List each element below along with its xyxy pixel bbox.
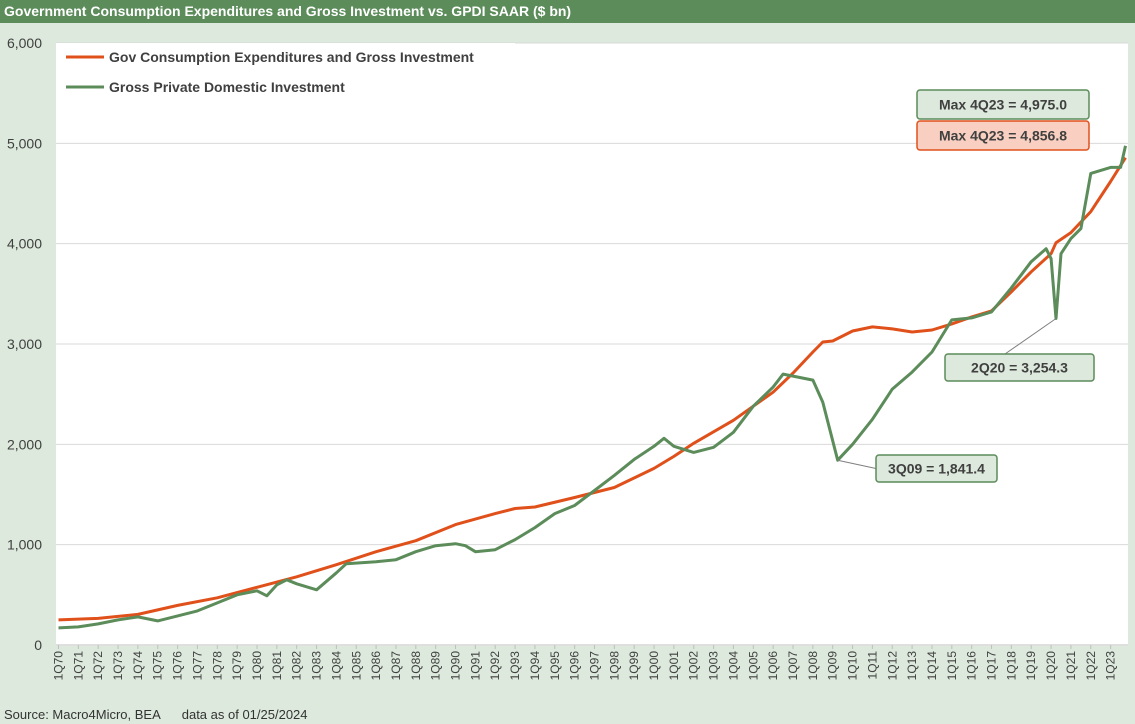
annotation-box — [916, 89, 1090, 120]
annotation-label: 2Q20 = 3,254.3 — [971, 360, 1068, 376]
x-tick-label: 1Q81 — [270, 651, 284, 681]
x-tick-label: 1Q08 — [806, 651, 820, 681]
x-tick-label: 1Q74 — [131, 651, 145, 681]
x-tick-label: 1Q72 — [91, 651, 105, 681]
x-tick-label: 1Q92 — [488, 651, 502, 681]
y-tick-label: 1,000 — [7, 537, 42, 553]
chart-footer: Source: Macro4Micro, BEA data as of 01/2… — [4, 707, 308, 722]
y-tick-label: 0 — [34, 637, 42, 653]
x-tick-label: 1Q71 — [71, 651, 85, 681]
x-tick-label: 1Q00 — [647, 651, 661, 681]
x-tick-label: 1Q16 — [965, 651, 979, 681]
x-tick-label: 1Q94 — [528, 651, 542, 681]
x-tick-label: 1Q14 — [925, 651, 939, 681]
x-tick-label: 1Q93 — [508, 651, 522, 681]
x-tick-label: 1Q22 — [1084, 651, 1098, 681]
x-tick-label: 1Q23 — [1104, 651, 1118, 681]
x-tick-label: 1Q88 — [409, 651, 423, 681]
y-axis-tick-labels: 0 1,000 2,000 3,000 4,000 5,000 6,000 — [7, 35, 42, 653]
y-tick-label: 6,000 — [7, 35, 42, 51]
series-lines — [58, 145, 1127, 630]
y-tick-label: 4,000 — [7, 236, 42, 252]
annotation-box — [916, 120, 1090, 151]
annotation-leader-line — [1004, 318, 1057, 355]
x-tick-label: 1Q18 — [1004, 651, 1018, 681]
x-tick-label: 1Q78 — [210, 651, 224, 681]
series-line-gpdi — [58, 145, 1127, 630]
x-tick-label: 1Q09 — [826, 651, 840, 681]
x-tick-label: 1Q19 — [1024, 651, 1038, 681]
x-tick-label: 1Q89 — [429, 651, 443, 681]
annotation-label: 3Q09 = 1,841.4 — [888, 461, 985, 477]
legend-label-gov: Gov Consumption Expenditures and Gross I… — [109, 49, 474, 65]
x-tick-label: 1Q04 — [726, 651, 740, 681]
x-tick-label: 1Q21 — [1064, 651, 1078, 681]
chart-title: Government Consumption Expenditures and … — [0, 0, 1135, 23]
annotation-label: Max 4Q23 = 4,975.0 — [939, 97, 1067, 113]
x-tick-label: 1Q70 — [51, 651, 65, 681]
annotation-callout: 3Q09 = 1,841.4 — [837, 454, 998, 483]
x-tick-label: 1Q87 — [389, 651, 403, 681]
annotation-box — [875, 454, 998, 483]
x-tick-label: 1Q73 — [111, 651, 125, 681]
x-tick-label: 1Q97 — [587, 651, 601, 681]
x-tick-label: 1Q12 — [885, 651, 899, 681]
x-tick-label: 1Q76 — [171, 651, 185, 681]
x-tick-label: 1Q98 — [607, 651, 621, 681]
legend: Gov Consumption Expenditures and Gross I… — [56, 43, 515, 102]
y-tick-label: 3,000 — [7, 336, 42, 352]
x-tick-label: 1Q07 — [786, 651, 800, 681]
x-tick-label: 1Q82 — [290, 651, 304, 681]
annotation-callout: Max 4Q23 = 4,856.8 — [916, 120, 1090, 151]
y-tick-label: 2,000 — [7, 436, 42, 452]
x-tick-label: 1Q99 — [627, 651, 641, 681]
x-tick-label: 1Q86 — [369, 651, 383, 681]
x-tick-label: 1Q80 — [250, 651, 264, 681]
source-note: Source: Macro4Micro, BEA — [4, 707, 161, 722]
y-tick-label: 5,000 — [7, 135, 42, 151]
x-tick-label: 1Q15 — [945, 651, 959, 681]
x-axis-tick-labels: 1Q70 1Q71 1Q72 1Q73 1Q74 1Q75 1Q76 1Q77 1Q78 1Q79… — [51, 645, 1118, 681]
x-tick-label: 1Q85 — [349, 651, 363, 681]
x-tick-label: 1Q79 — [230, 651, 244, 681]
x-tick-label: 1Q75 — [151, 651, 165, 681]
annotation-box — [944, 353, 1095, 382]
x-tick-label: 1Q77 — [190, 651, 204, 681]
x-tick-label: 1Q83 — [310, 651, 324, 681]
annotations: Max 4Q23 = 4,975.0 Max 4Q23 = 4,856.8 2Q20… — [837, 89, 1095, 483]
x-tick-label: 1Q91 — [468, 651, 482, 681]
x-tick-label: 1Q84 — [329, 651, 343, 681]
x-tick-label: 1Q03 — [707, 651, 721, 681]
x-tick-label: 1Q11 — [865, 651, 879, 680]
x-tick-label: 1Q10 — [846, 651, 860, 681]
data-as-of-note: data as of 01/25/2024 — [181, 707, 308, 722]
x-tick-label: 1Q01 — [667, 651, 681, 681]
x-tick-label: 1Q13 — [905, 651, 919, 681]
annotation-leader-line — [837, 459, 877, 469]
legend-background — [56, 43, 515, 102]
x-tick-label: 1Q20 — [1044, 651, 1058, 681]
x-tick-label: 1Q90 — [449, 651, 463, 681]
legend-label-gpdi: Gross Private Domestic Investment — [109, 79, 345, 95]
x-tick-label: 1Q02 — [687, 651, 701, 681]
line-chart: 0 1,000 2,000 3,000 4,000 5,000 6,000 1Q70 1Q71… — [7, 35, 1128, 681]
x-tick-label: 1Q17 — [985, 651, 999, 681]
x-tick-label: 1Q96 — [568, 651, 582, 681]
x-tick-label: 1Q05 — [746, 651, 760, 681]
x-tick-label: 1Q06 — [766, 651, 780, 681]
annotation-callout: 2Q20 = 3,254.3 — [944, 318, 1095, 382]
series-line-gov — [58, 156, 1127, 622]
annotation-label: Max 4Q23 = 4,856.8 — [939, 128, 1067, 144]
annotation-callout: Max 4Q23 = 4,975.0 — [916, 89, 1090, 120]
x-tick-label: 1Q95 — [548, 651, 562, 681]
